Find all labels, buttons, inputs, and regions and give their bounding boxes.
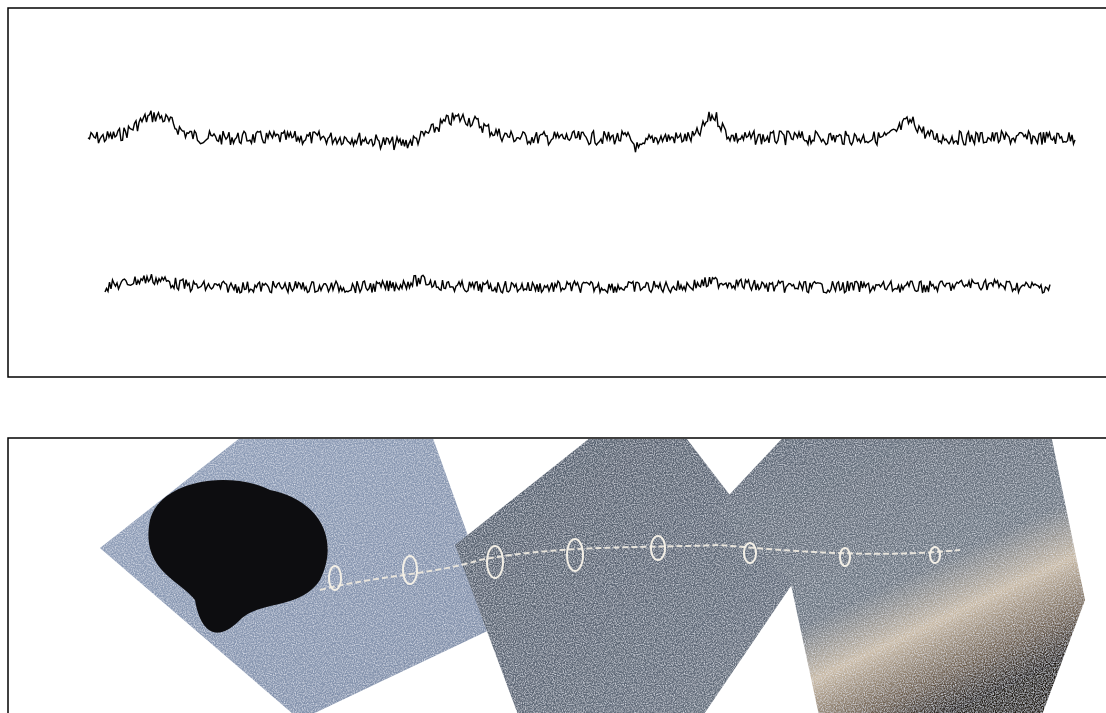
signal-trace <box>88 111 1075 153</box>
trace-group <box>88 111 1075 293</box>
signal-trace <box>105 274 1050 293</box>
figure <box>0 0 1106 713</box>
micrograph-tile <box>455 430 795 713</box>
trace-panel-frame <box>8 8 1106 377</box>
micrograph-group <box>100 430 1085 713</box>
page: (() => { const data = JSON.parse(documen… <box>0 0 1106 713</box>
